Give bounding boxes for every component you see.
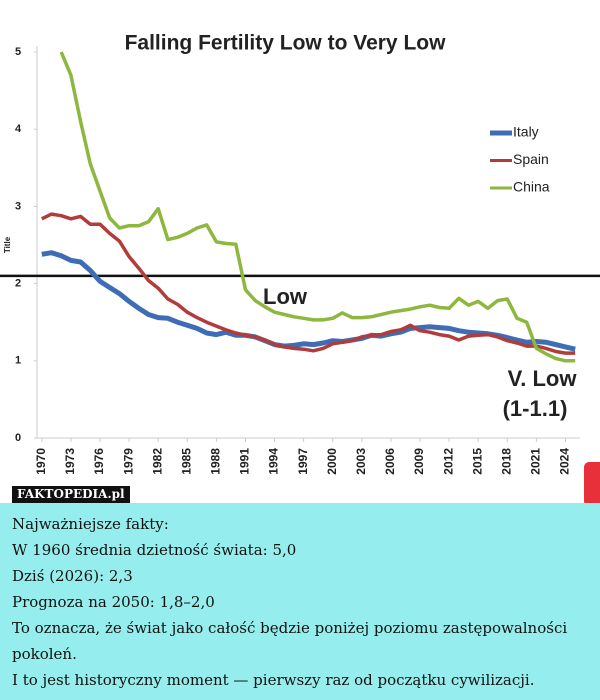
caption-line: Najważniejsze fakty: — [12, 515, 169, 533]
x-tick-label: 1982 — [150, 448, 164, 475]
x-tick-label: 2012 — [441, 448, 455, 475]
x-tick-label: 1997 — [296, 448, 310, 475]
y-tick-label: 2 — [15, 278, 21, 290]
annotation: V. Low — [508, 366, 578, 391]
chart: Falling Fertility Low to Very Low Title … — [0, 32, 600, 503]
x-tick-label: 2024 — [558, 448, 572, 475]
x-tick-label: 1988 — [209, 448, 223, 475]
legend-label: Italy — [513, 124, 539, 140]
x-tick-label: 2009 — [412, 448, 426, 475]
y-tick-label: 5 — [15, 46, 21, 58]
watermark: FAKTOPEDIA.pl — [12, 486, 130, 503]
series-line — [59, 51, 576, 363]
x-tick-label: 1991 — [238, 448, 252, 475]
x-tick-label: 2021 — [529, 448, 543, 475]
caption-line: To oznacza, że świat jako całość będzie … — [12, 619, 568, 663]
x-tick-label: 2006 — [383, 448, 397, 475]
subscribe-icon — [584, 462, 600, 503]
annotation: (1-1.1) — [503, 396, 568, 421]
x-tick-label: 2000 — [325, 448, 339, 475]
x-tick-label: 1985 — [179, 448, 193, 475]
x-tick-label: 1979 — [121, 448, 135, 475]
x-tick-label: 2018 — [499, 448, 513, 475]
annotation: Low — [263, 284, 308, 309]
x-tick-label: 1970 — [34, 448, 48, 475]
caption-line: W 1960 średnia dzietność świata: 5,0 — [12, 541, 297, 559]
caption: Najważniejsze fakty: W 1960 średnia dziet… — [0, 503, 600, 700]
caption-line: Prognoza na 2050: 1,8–2,0 — [12, 593, 215, 611]
y-tick-label: 0 — [15, 432, 21, 444]
legend-label: China — [513, 179, 550, 195]
x-tick-label: 1994 — [267, 448, 281, 475]
x-tick-label: 2015 — [470, 448, 484, 475]
x-tick-label: 1973 — [63, 448, 77, 475]
caption-line: Dziś (2026): 2,3 — [12, 567, 133, 585]
y-tick-label: 1 — [15, 355, 21, 367]
legend-label: Spain — [513, 151, 549, 167]
chart-title: Falling Fertility Low to Very Low — [125, 32, 447, 55]
y-tick-label: 4 — [15, 123, 22, 135]
y-axis-label: Title — [3, 236, 12, 253]
caption-line: I to jest historyczny moment — pierwszy … — [12, 671, 535, 689]
series-line — [41, 212, 576, 355]
y-tick-label: 3 — [15, 200, 21, 212]
x-tick-label: 2003 — [354, 448, 368, 475]
x-tick-label: 1976 — [92, 448, 106, 475]
